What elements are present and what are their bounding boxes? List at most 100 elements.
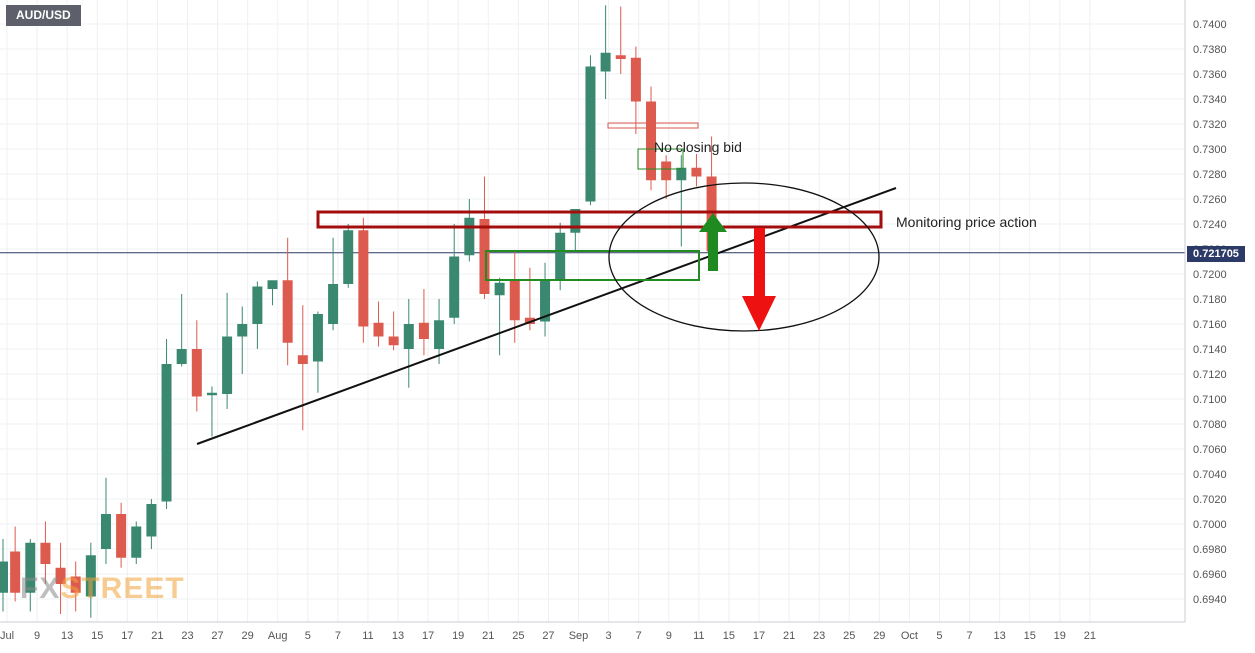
candle bbox=[267, 280, 278, 306]
candle bbox=[40, 521, 51, 584]
y-tick-label: 0.7000 bbox=[1193, 519, 1227, 531]
candles bbox=[0, 5, 717, 618]
candle bbox=[585, 55, 596, 206]
candle bbox=[85, 542, 96, 618]
candle-body bbox=[191, 349, 202, 397]
candle-body bbox=[418, 322, 429, 339]
candle bbox=[100, 477, 111, 564]
y-tick-label: 0.6960 bbox=[1193, 569, 1227, 581]
no-closing-bid-annotation: No closing bid bbox=[654, 139, 742, 155]
y-tick-label: 0.7260 bbox=[1193, 194, 1227, 206]
x-tick-label: 17 bbox=[422, 630, 434, 642]
monitoring-annotation: Monitoring price action bbox=[896, 214, 1037, 230]
candle-body bbox=[100, 514, 111, 549]
candle bbox=[343, 224, 354, 288]
candle-body bbox=[312, 314, 323, 362]
x-tick-label: 21 bbox=[783, 630, 795, 642]
candle-body bbox=[343, 230, 354, 284]
y-tick-label: 0.7400 bbox=[1193, 19, 1227, 31]
candle bbox=[146, 499, 157, 549]
trend-line bbox=[196, 187, 897, 445]
candle-body bbox=[661, 161, 672, 181]
x-tick-label: 23 bbox=[181, 630, 193, 642]
y-tick-label: 0.6980 bbox=[1193, 544, 1227, 556]
candle bbox=[403, 299, 414, 388]
candle-body bbox=[85, 555, 96, 597]
y-tick-label: 0.7300 bbox=[1193, 144, 1227, 156]
candle-body bbox=[600, 52, 611, 72]
candle bbox=[222, 292, 233, 409]
x-tick-label: Sep bbox=[569, 630, 589, 642]
x-tick-label: 11 bbox=[362, 630, 373, 642]
y-tick-label: 0.7380 bbox=[1193, 44, 1227, 56]
candle bbox=[116, 502, 127, 568]
candle bbox=[297, 305, 308, 431]
y-tick-label: 0.6940 bbox=[1193, 594, 1227, 606]
x-tick-label: 15 bbox=[1024, 630, 1036, 642]
candle-body bbox=[40, 542, 51, 564]
candle-body bbox=[570, 209, 581, 233]
x-tick-label: Aug bbox=[268, 630, 288, 642]
x-tick-label: 19 bbox=[452, 630, 464, 642]
watermark-part2: STREET bbox=[60, 572, 185, 605]
candle-body bbox=[146, 504, 157, 537]
x-tick-label: 21 bbox=[482, 630, 494, 642]
x-tick-label: 7 bbox=[636, 630, 642, 642]
candle-body bbox=[706, 176, 717, 252]
candle bbox=[191, 320, 202, 412]
candle-body bbox=[509, 280, 520, 321]
candle-body bbox=[494, 282, 505, 296]
candle-body bbox=[691, 167, 702, 177]
x-tick-label: 13 bbox=[392, 630, 404, 642]
y-tick-label: 0.7280 bbox=[1193, 169, 1227, 181]
candle-body bbox=[10, 551, 21, 593]
candle-body bbox=[540, 280, 551, 322]
candle-body bbox=[176, 349, 187, 364]
candle-body bbox=[131, 526, 142, 558]
candle bbox=[358, 217, 369, 343]
y-tick-label: 0.7320 bbox=[1193, 119, 1227, 131]
candle bbox=[600, 5, 611, 99]
candle bbox=[0, 539, 8, 612]
candle-body bbox=[282, 280, 293, 343]
candle bbox=[646, 86, 657, 191]
x-tick-label: 19 bbox=[1054, 630, 1066, 642]
focus-ellipse bbox=[608, 182, 880, 332]
x-tick-label: 7 bbox=[335, 630, 341, 642]
x-tick-label: 29 bbox=[873, 630, 885, 642]
y-tick-label: 0.7060 bbox=[1193, 444, 1227, 456]
x-tick-label: 13 bbox=[994, 630, 1006, 642]
candle bbox=[479, 176, 490, 299]
candle-body bbox=[464, 217, 475, 256]
x-tick-label: 21 bbox=[1084, 630, 1096, 642]
y-tick-label: 0.7020 bbox=[1193, 494, 1227, 506]
candle bbox=[10, 526, 21, 602]
candle-body bbox=[585, 66, 596, 202]
candle bbox=[70, 561, 81, 612]
drawings bbox=[196, 122, 897, 445]
candle-body bbox=[373, 322, 384, 337]
candle bbox=[131, 521, 142, 564]
candle bbox=[176, 294, 187, 367]
x-tick-label: 9 bbox=[34, 630, 40, 642]
x-tick-label: 17 bbox=[121, 630, 133, 642]
fxstreet-watermark: FXSTREET bbox=[20, 572, 185, 606]
candle-body bbox=[25, 542, 36, 593]
candle bbox=[615, 6, 626, 74]
bearish-arrow bbox=[742, 228, 776, 331]
x-tick-label: 25 bbox=[843, 630, 855, 642]
candle-body bbox=[615, 55, 626, 59]
y-tick-label: 0.7120 bbox=[1193, 369, 1227, 381]
support-zone bbox=[485, 250, 700, 281]
candle-body bbox=[237, 324, 248, 337]
candle-body bbox=[55, 567, 66, 584]
x-tick-label: 29 bbox=[242, 630, 254, 642]
current-price-label: 0.721705 bbox=[1187, 246, 1245, 262]
candle bbox=[691, 154, 702, 187]
candle bbox=[237, 306, 248, 374]
x-tick-label: 15 bbox=[723, 630, 735, 642]
y-tick-label: 0.7040 bbox=[1193, 469, 1227, 481]
y-tick-label: 0.7360 bbox=[1193, 69, 1227, 81]
x-tick-label: 5 bbox=[936, 630, 942, 642]
candle bbox=[418, 289, 429, 356]
